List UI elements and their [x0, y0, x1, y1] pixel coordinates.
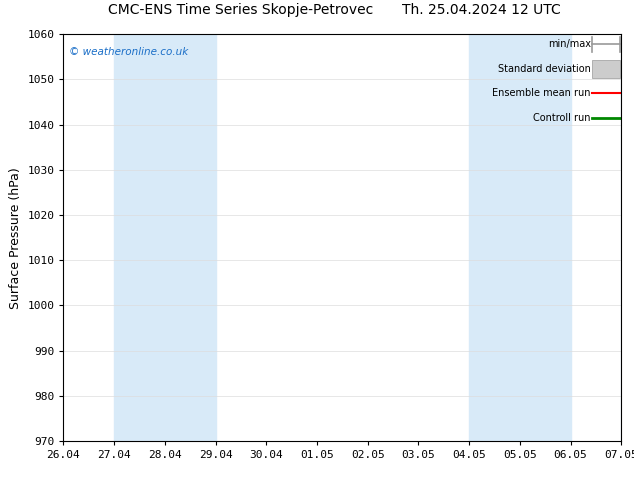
Text: min/max: min/max	[548, 40, 591, 49]
Bar	[114, 34, 216, 441]
Bar	[469, 34, 571, 441]
Text: Th. 25.04.2024 12 UTC: Th. 25.04.2024 12 UTC	[403, 3, 561, 17]
Text: © weatheronline.co.uk: © weatheronline.co.uk	[69, 47, 188, 56]
Bar	[621, 34, 634, 441]
Text: Standard deviation: Standard deviation	[498, 64, 591, 74]
Text: Ensemble mean run: Ensemble mean run	[492, 88, 591, 98]
Text: CMC-ENS Time Series Skopje-Petrovec: CMC-ENS Time Series Skopje-Petrovec	[108, 3, 373, 17]
Y-axis label: Surface Pressure (hPa): Surface Pressure (hPa)	[9, 167, 22, 309]
Text: Controll run: Controll run	[533, 113, 591, 122]
Bar	[592, 60, 619, 78]
